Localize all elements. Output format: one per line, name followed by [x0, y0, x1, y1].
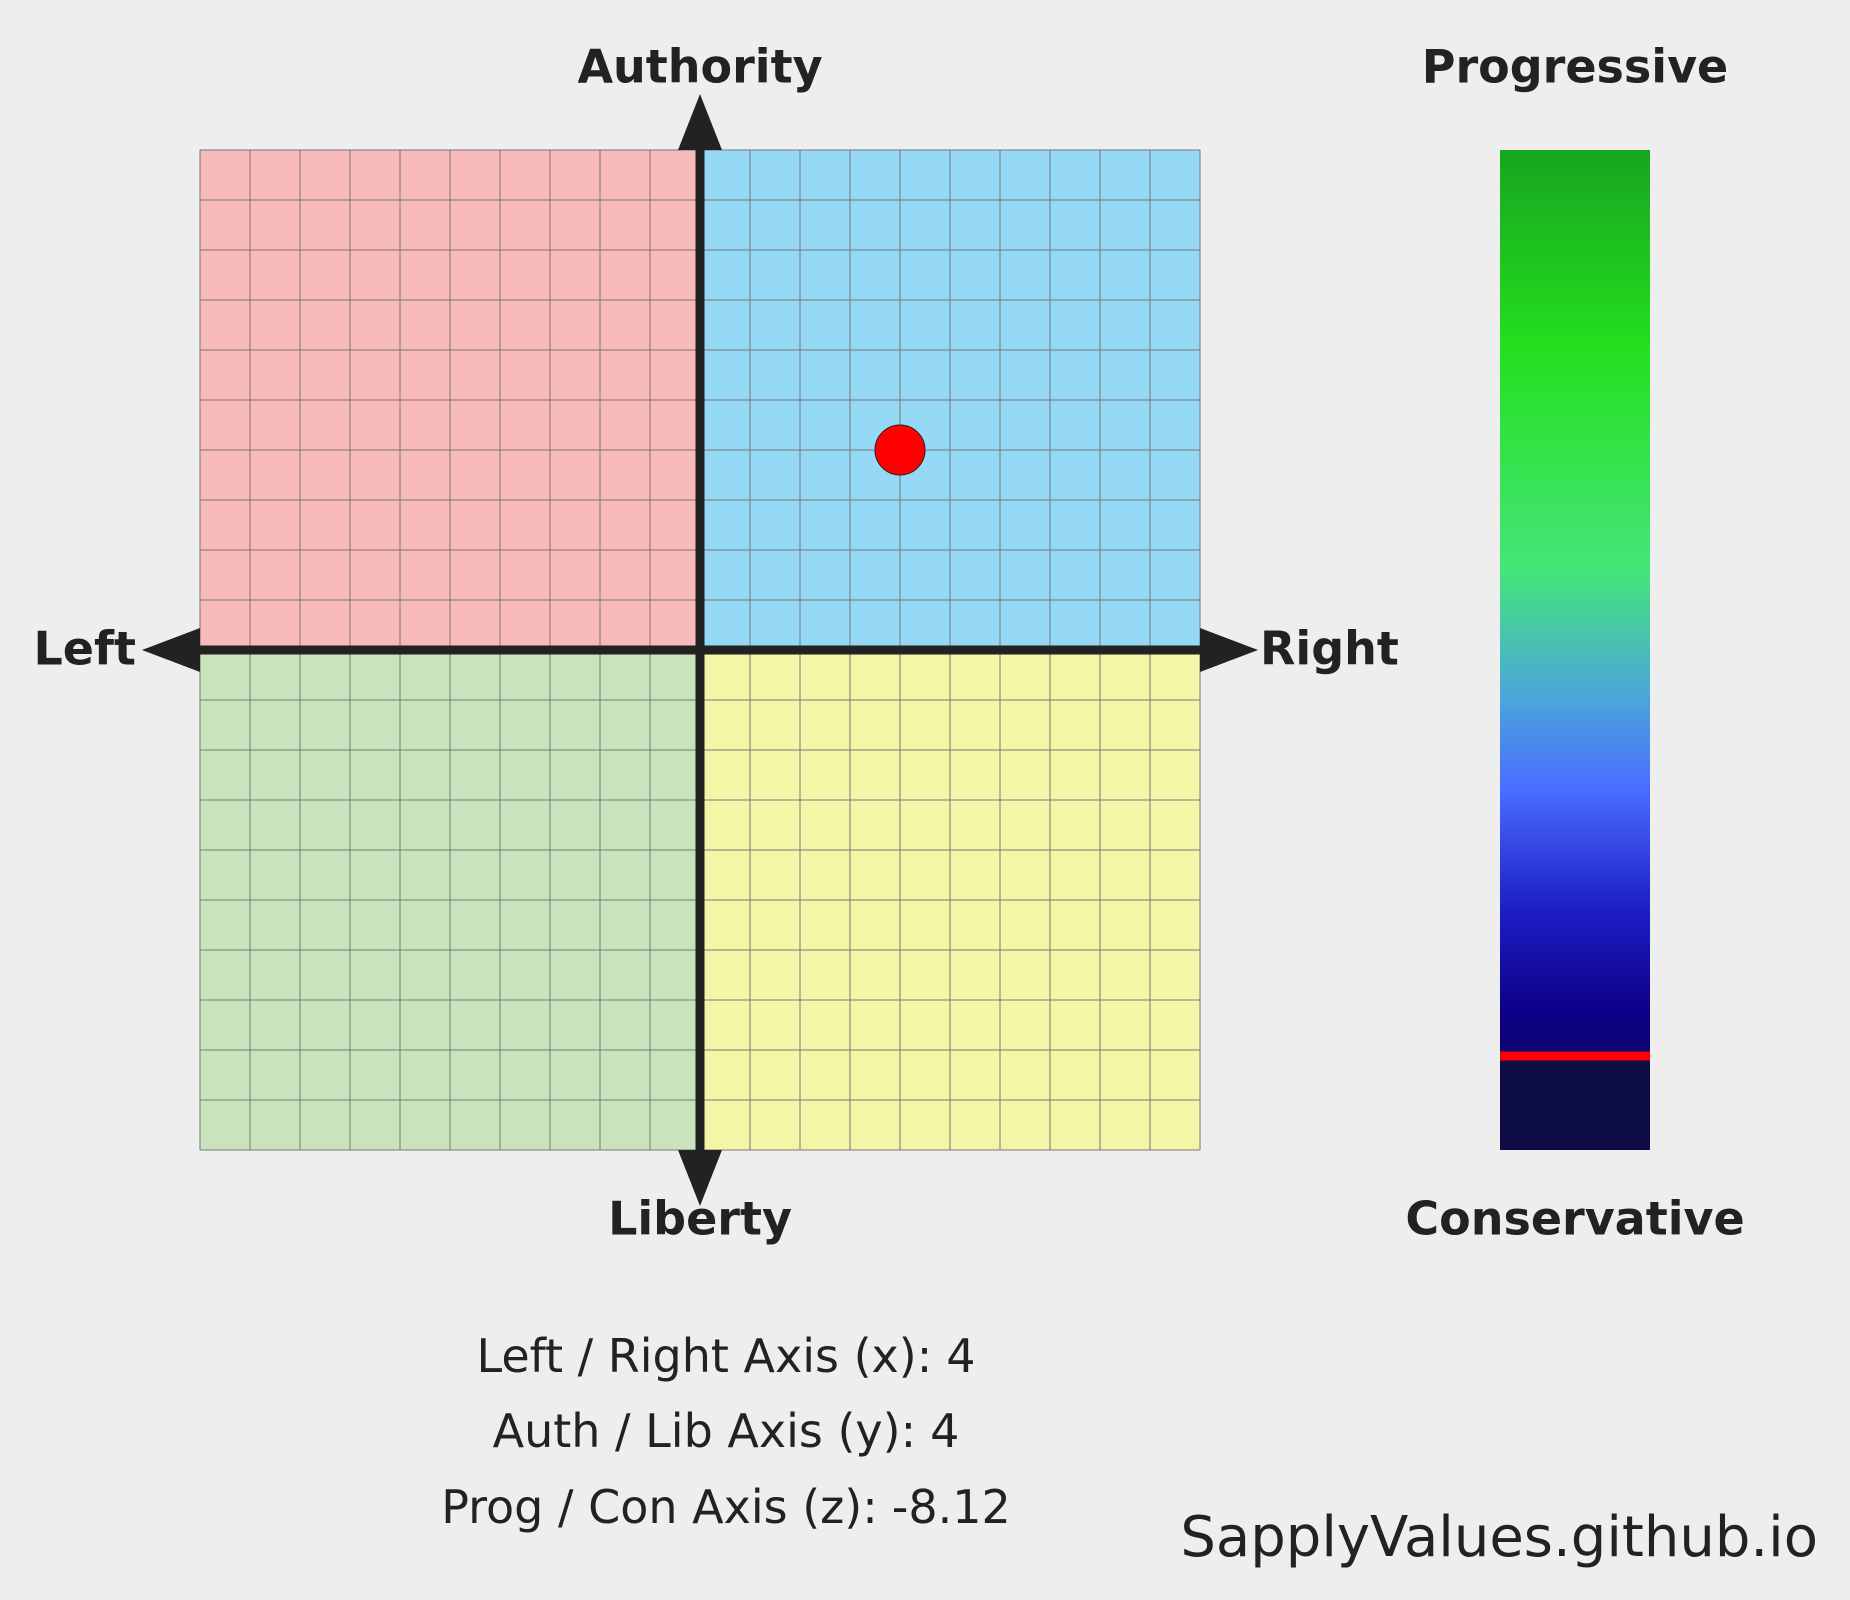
arrow — [678, 94, 722, 150]
plot-layer — [142, 94, 1650, 1206]
readout-label: Auth / Lib Axis (y): — [493, 1404, 916, 1458]
x-axis-right-label: Right — [1260, 622, 1399, 676]
readout-value: -8.12 — [892, 1480, 1011, 1534]
readout-y: Auth / Lib Axis (y): 4 — [493, 1404, 960, 1458]
readout-label: Prog / Con Axis (z): — [441, 1480, 878, 1534]
arrow — [142, 628, 200, 672]
z-axis-top-label: Progressive — [1422, 40, 1729, 94]
point — [874, 424, 926, 476]
arrow — [1200, 628, 1258, 672]
arrow — [678, 1150, 722, 1206]
readout-z: Prog / Con Axis (z): -8.12 — [441, 1480, 1011, 1534]
z-gradient-bar — [1500, 150, 1650, 1150]
readout-value: 4 — [930, 1404, 959, 1458]
x-axis-left-label: Left — [33, 622, 136, 676]
readout-x: Left / Right Axis (x): 4 — [477, 1329, 976, 1383]
readout-label: Left / Right Axis (x): — [477, 1329, 933, 1383]
readout-value: 4 — [946, 1329, 975, 1383]
z-axis-bottom-label: Conservative — [1405, 1192, 1744, 1246]
y-axis-top-label: Authority — [577, 40, 822, 94]
credit: SapplyValues.github.io — [1180, 1505, 1818, 1570]
y-axis-bottom-label: Liberty — [608, 1192, 792, 1246]
z-fill-below — [1500, 1056, 1650, 1150]
